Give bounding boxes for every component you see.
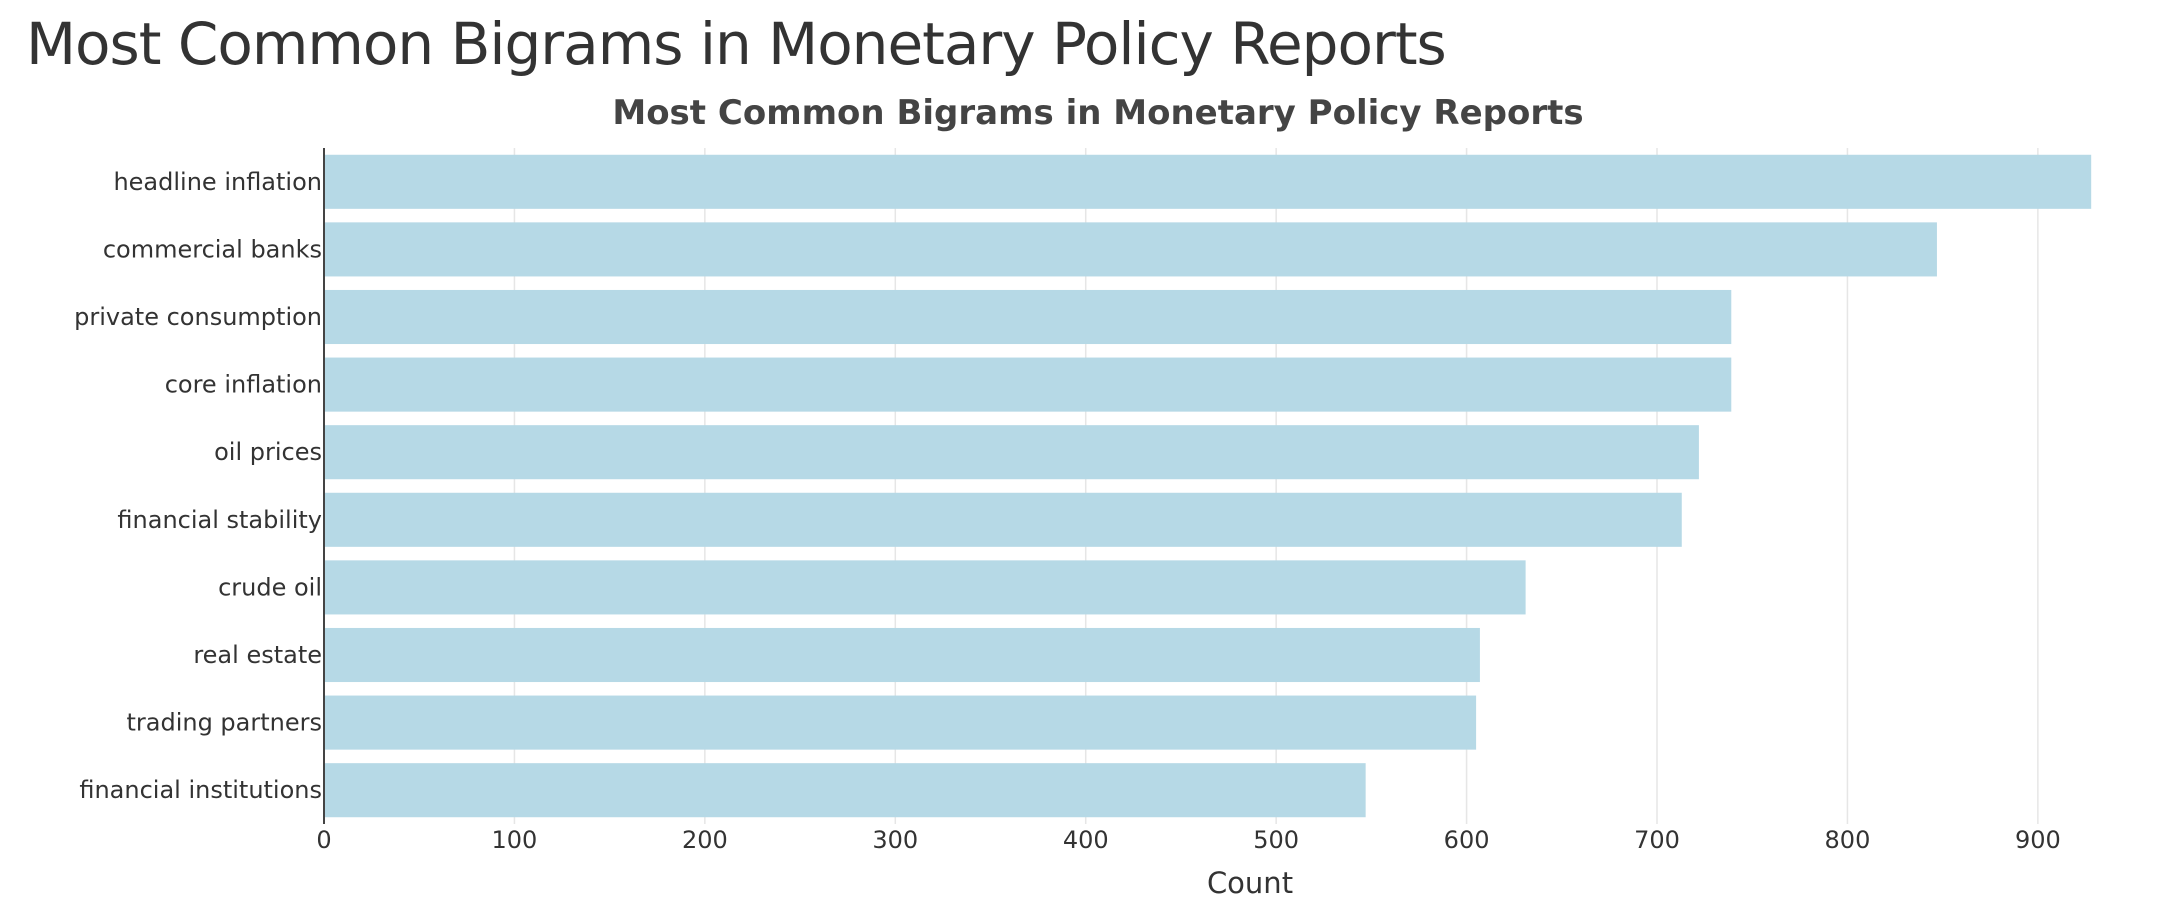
x-tick-label: 800 [1825, 826, 1871, 854]
bars [324, 154, 2092, 818]
x-tick-label: 900 [2015, 826, 2061, 854]
bar-commercial-banks[interactable] [324, 222, 1937, 277]
category-label: private consumption [74, 303, 322, 331]
bar-core-inflation[interactable] [324, 357, 1732, 412]
bar-real-estate[interactable] [324, 627, 1480, 683]
category-label: crude oil [218, 573, 322, 601]
category-label: financial institutions [79, 776, 322, 804]
category-label: trading partners [126, 709, 322, 737]
x-tick-labels: 0 100 200 300 400 500 600 700 800 900 [316, 826, 2060, 854]
category-label: core inflation [165, 371, 322, 399]
x-tick-label: 400 [1063, 826, 1109, 854]
bar-crude-oil[interactable] [324, 560, 1526, 615]
x-tick-label: 300 [872, 826, 918, 854]
x-tick-label: 200 [682, 826, 728, 854]
x-tick-label: 700 [1634, 826, 1680, 854]
x-tick-label: 600 [1444, 826, 1490, 854]
bar-financial-institutions[interactable] [324, 763, 1366, 818]
category-label: headline inflation [113, 168, 322, 196]
x-tick-label: 500 [1253, 826, 1299, 854]
bar-private-consumption[interactable] [324, 289, 1732, 345]
category-label: oil prices [214, 438, 322, 466]
x-tick-label: 100 [492, 826, 538, 854]
x-axis-title: Count [1207, 866, 1293, 900]
bar-trading-partners[interactable] [324, 695, 1477, 750]
bar-headline-inflation[interactable] [324, 154, 2092, 209]
category-label: financial stability [117, 506, 322, 534]
page-heading: Most Common Bigrams in Monetary Policy R… [26, 10, 1447, 78]
bar-financial-stability[interactable] [324, 492, 1682, 547]
chart-title: Most Common Bigrams in Monetary Policy R… [612, 93, 1583, 133]
x-tick-label: 0 [316, 826, 331, 854]
category-label: real estate [193, 641, 322, 669]
category-label: commercial banks [103, 235, 322, 263]
bar-oil-prices[interactable] [324, 425, 1699, 480]
category-labels: headline inflation commercial banks privat… [74, 168, 322, 804]
